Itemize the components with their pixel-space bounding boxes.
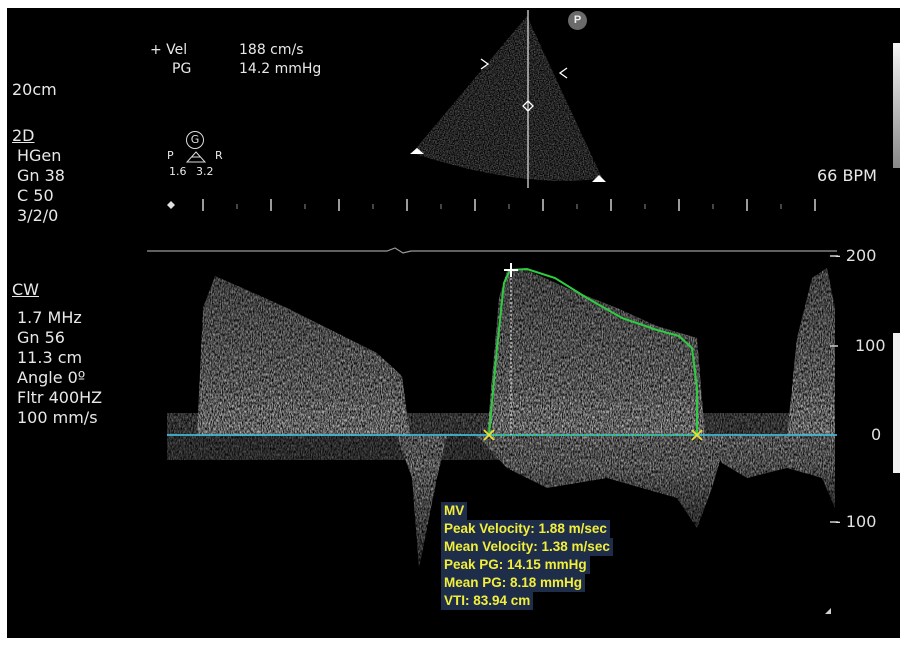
- params-cw-line: 1.7 MHz: [17, 308, 82, 327]
- params-cw-line: Fltr 400HZ: [17, 388, 103, 407]
- params-cw-line: 100 mm/s: [17, 408, 98, 427]
- scale-tick-label: 100: [855, 336, 886, 355]
- params-cw-line: Gn 56: [17, 328, 65, 347]
- spectral-signal: [167, 268, 835, 568]
- params-2d-line: HGen: [17, 146, 62, 165]
- depth-readout: 20cm: [12, 80, 57, 99]
- probe-orientation-triangle: [185, 151, 207, 163]
- pg-label: PG: [172, 61, 192, 77]
- measurement-peak-pg: Peak PG: 14.15 mmHg: [441, 556, 590, 574]
- ultrasound-screen: P + Vel 188 cm/s PG 14.2 mmHg 20cm 66 BP…: [7, 8, 900, 638]
- ecg-trace: [147, 247, 837, 254]
- measurement-mean-velocity: Mean Velocity: 1.38 m/sec: [441, 538, 613, 556]
- params-2d-line: 3/2/0: [17, 206, 59, 225]
- velocity-scale-ticks: [830, 255, 838, 523]
- measurement-peak-velocity: Peak Velocity: 1.88 m/sec: [441, 520, 610, 538]
- probe-g-badge: G: [186, 131, 204, 149]
- measurement-vti: VTI: 83.94 cm: [441, 592, 534, 610]
- noise-band: [167, 436, 835, 460]
- measurement-title: MV: [441, 502, 468, 520]
- noise-band-upper: [167, 413, 835, 436]
- sample-gate[interactable]: [522, 100, 534, 112]
- ruler-marker: [167, 201, 175, 209]
- sector-position-badge: P: [568, 11, 587, 30]
- probe-left-value: 1.6: [169, 165, 187, 178]
- scale-tick-label: - 100: [835, 512, 877, 531]
- params-cw-line: Angle 0º: [17, 368, 86, 387]
- sector-fan: [412, 16, 602, 181]
- focus-marker-left: [480, 58, 490, 70]
- heart-rate: 66 BPM: [817, 166, 877, 185]
- scale-tick-label: - 200: [835, 246, 877, 265]
- beat-3-envelope: [787, 268, 835, 436]
- beat-1-envelope: [197, 276, 410, 436]
- 2d-sector-image: [185, 10, 606, 188]
- grayscale-bar: [893, 43, 900, 168]
- trace-end-marker[interactable]: [691, 429, 703, 441]
- time-ruler: [202, 199, 816, 211]
- pg-value: 14.2 mmHg: [239, 61, 322, 77]
- params-cw-line: 11.3 cm: [17, 348, 83, 367]
- vel-label: + Vel: [150, 42, 188, 58]
- probe-left-label: P: [167, 149, 174, 162]
- right-legend-strip: [893, 333, 900, 473]
- beat-2-envelope: [487, 270, 705, 436]
- params-2d-line: C 50: [17, 186, 54, 205]
- trace-start-marker[interactable]: [483, 429, 495, 441]
- probe-right-label: R: [215, 149, 223, 162]
- doppler-spectrum: [147, 199, 838, 614]
- params-cw-title: CW: [12, 280, 39, 299]
- probe-right-value: 3.2: [196, 165, 214, 178]
- focus-marker-right: [558, 67, 568, 79]
- scale-corner-marker: [825, 608, 831, 614]
- sector-marker-left: [410, 148, 424, 154]
- measurement-mean-pg: Mean PG: 8.18 mmHg: [441, 574, 586, 592]
- vti-trace[interactable]: [488, 267, 698, 436]
- time-ruler-minor-ticks: [236, 204, 782, 209]
- sector-marker-right: [592, 175, 606, 182]
- vel-value: 188 cm/s: [239, 42, 304, 58]
- params-2d-line: Gn 38: [17, 166, 65, 185]
- measurement-panel: MV Peak Velocity: 1.88 m/sec Mean Veloci…: [441, 502, 613, 610]
- peak-velocity-caliper[interactable]: [504, 263, 518, 277]
- scale-tick-label: 0: [871, 425, 882, 444]
- params-2d-title: 2D: [12, 126, 35, 145]
